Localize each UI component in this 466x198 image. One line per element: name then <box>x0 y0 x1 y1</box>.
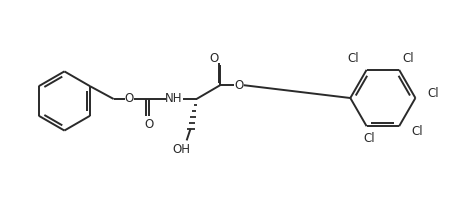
Text: Cl: Cl <box>427 87 439 100</box>
Text: O: O <box>144 118 154 131</box>
Text: O: O <box>125 92 134 106</box>
Text: O: O <box>210 52 219 65</box>
Text: O: O <box>234 79 244 92</box>
Text: Cl: Cl <box>364 131 376 145</box>
Text: Cl: Cl <box>411 125 423 138</box>
Text: Cl: Cl <box>402 51 414 65</box>
Text: OH: OH <box>173 143 191 156</box>
Text: Cl: Cl <box>347 51 359 65</box>
Text: NH: NH <box>165 92 183 106</box>
